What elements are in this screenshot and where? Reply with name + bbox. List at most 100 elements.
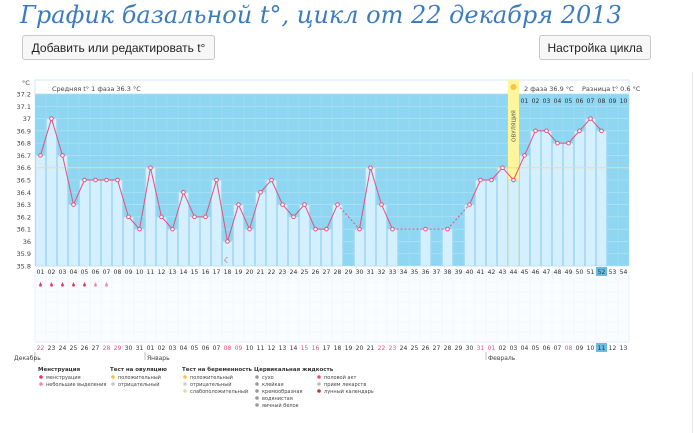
cycle-day-label[interactable]: 31	[367, 269, 375, 276]
cycle-day-label[interactable]: 07	[103, 269, 111, 276]
temperature-bar[interactable]	[321, 228, 332, 267]
temperature-point[interactable]	[357, 226, 362, 232]
cycle-day-label[interactable]: 51	[587, 269, 595, 276]
temperature-bar[interactable]	[277, 204, 288, 267]
cycle-day-label[interactable]: 46	[532, 269, 540, 276]
cycle-day-label[interactable]: 32	[378, 269, 386, 276]
temperature-bar[interactable]	[79, 179, 90, 267]
temperature-bar[interactable]	[552, 142, 563, 267]
cycle-day-label[interactable]: 20	[246, 269, 254, 276]
cycle-day-label[interactable]: 52	[598, 269, 606, 276]
cycle-day-label[interactable]: 43	[499, 269, 507, 276]
temperature-point[interactable]	[49, 116, 54, 121]
cycle-day-label[interactable]: 14	[180, 269, 188, 276]
cycle-day-label[interactable]: 44	[510, 269, 518, 276]
cycle-day-label[interactable]: 37	[433, 269, 441, 276]
temperature-point[interactable]	[104, 177, 109, 183]
temperature-bar[interactable]	[46, 118, 57, 267]
cycle-day-label[interactable]: 34	[400, 269, 408, 276]
temperature-point[interactable]	[214, 177, 219, 183]
temperature-point[interactable]	[170, 226, 175, 232]
temperature-bar[interactable]	[519, 155, 530, 267]
cycle-day-label[interactable]: 15	[191, 269, 199, 276]
cycle-day-label[interactable]: 03	[59, 269, 67, 276]
temperature-point[interactable]	[302, 202, 307, 207]
temperature-bar[interactable]	[420, 228, 431, 267]
temperature-bar[interactable]	[497, 167, 508, 267]
cycle-day-label[interactable]: 42	[488, 269, 496, 276]
temperature-point[interactable]	[93, 177, 98, 183]
temperature-bar[interactable]	[134, 228, 145, 267]
cycle-day-label[interactable]: 50	[576, 269, 584, 276]
temperature-point[interactable]	[203, 214, 208, 220]
cycle-day-label[interactable]: 11	[147, 269, 155, 276]
cycle-day-label[interactable]: 38	[444, 269, 452, 276]
temperature-bar[interactable]	[189, 216, 200, 267]
cycle-day-label[interactable]: 06	[92, 269, 100, 276]
temperature-bar[interactable]	[354, 228, 365, 267]
temperature-bar[interactable]	[530, 130, 541, 267]
cycle-day-label[interactable]: 10	[136, 269, 144, 276]
temperature-point[interactable]	[423, 226, 428, 232]
cycle-day-label[interactable]: 17	[213, 269, 221, 276]
temperature-point[interactable]	[467, 202, 472, 207]
cycle-settings-button[interactable]: Настройка цикла	[539, 35, 651, 60]
temperature-bar[interactable]	[574, 130, 585, 267]
cycle-day-label[interactable]: 04	[70, 269, 78, 276]
cycle-day-label[interactable]: 01	[37, 269, 45, 276]
cycle-day-label[interactable]: 23	[279, 269, 287, 276]
temperature-point[interactable]	[577, 128, 582, 134]
temperature-point[interactable]	[126, 214, 131, 220]
cycle-day-label[interactable]: 36	[422, 269, 430, 276]
temperature-point[interactable]	[82, 177, 87, 183]
temperature-point[interactable]	[379, 202, 384, 207]
cycle-day-label[interactable]: 12	[158, 269, 166, 276]
cycle-day-label[interactable]: 28	[334, 269, 342, 276]
temperature-bar[interactable]	[68, 204, 79, 267]
temperature-point[interactable]	[159, 214, 164, 220]
cycle-day-label[interactable]: 08	[114, 269, 122, 276]
cycle-day-label[interactable]: 35	[411, 269, 419, 276]
temperature-point[interactable]	[247, 226, 252, 232]
temperature-bar[interactable]	[310, 228, 321, 267]
temperature-point[interactable]	[115, 177, 120, 183]
temperature-bar[interactable]	[541, 130, 552, 267]
temperature-point[interactable]	[533, 128, 538, 134]
cycle-day-label[interactable]: 13	[169, 269, 177, 276]
cycle-day-label[interactable]: 39	[455, 269, 463, 276]
temperature-point[interactable]	[555, 140, 560, 146]
temperature-bar[interactable]	[90, 179, 101, 267]
cycle-day-label[interactable]: 29	[345, 269, 353, 276]
temperature-point[interactable]	[181, 189, 186, 195]
cycle-day-label[interactable]: 18	[224, 269, 232, 276]
temperature-point[interactable]	[566, 140, 571, 146]
temperature-point[interactable]	[148, 165, 153, 171]
temperature-bar[interactable]	[585, 118, 596, 267]
temperature-bar[interactable]	[596, 130, 607, 267]
temperature-bar[interactable]	[200, 216, 211, 267]
temperature-bar[interactable]	[167, 228, 178, 267]
cycle-day-label[interactable]: 45	[521, 269, 529, 276]
temperature-point[interactable]	[478, 177, 483, 183]
temperature-point[interactable]	[588, 116, 593, 121]
temperature-point[interactable]	[291, 214, 296, 220]
cycle-day-label[interactable]: 41	[477, 269, 485, 276]
temperature-point[interactable]	[269, 177, 274, 183]
temperature-bar[interactable]	[244, 228, 255, 267]
cycle-day-label[interactable]: 02	[48, 269, 56, 276]
cycle-day-label[interactable]: 25	[301, 269, 309, 276]
cycle-day-label[interactable]: 27	[323, 269, 331, 276]
temperature-point[interactable]	[71, 202, 76, 207]
cycle-day-label[interactable]: 30	[356, 269, 364, 276]
cycle-day-label[interactable]: 49	[565, 269, 573, 276]
cycle-day-label[interactable]: 40	[466, 269, 474, 276]
temperature-bar[interactable]	[101, 179, 112, 267]
cycle-day-label[interactable]: 16	[202, 269, 210, 276]
temperature-point[interactable]	[225, 239, 230, 244]
temperature-point[interactable]	[60, 153, 65, 158]
cycle-day-label[interactable]: 26	[312, 269, 320, 276]
temperature-bar[interactable]	[233, 204, 244, 267]
temperature-bar[interactable]	[475, 179, 486, 267]
temperature-point[interactable]	[544, 128, 549, 134]
temperature-point[interactable]	[368, 165, 373, 171]
